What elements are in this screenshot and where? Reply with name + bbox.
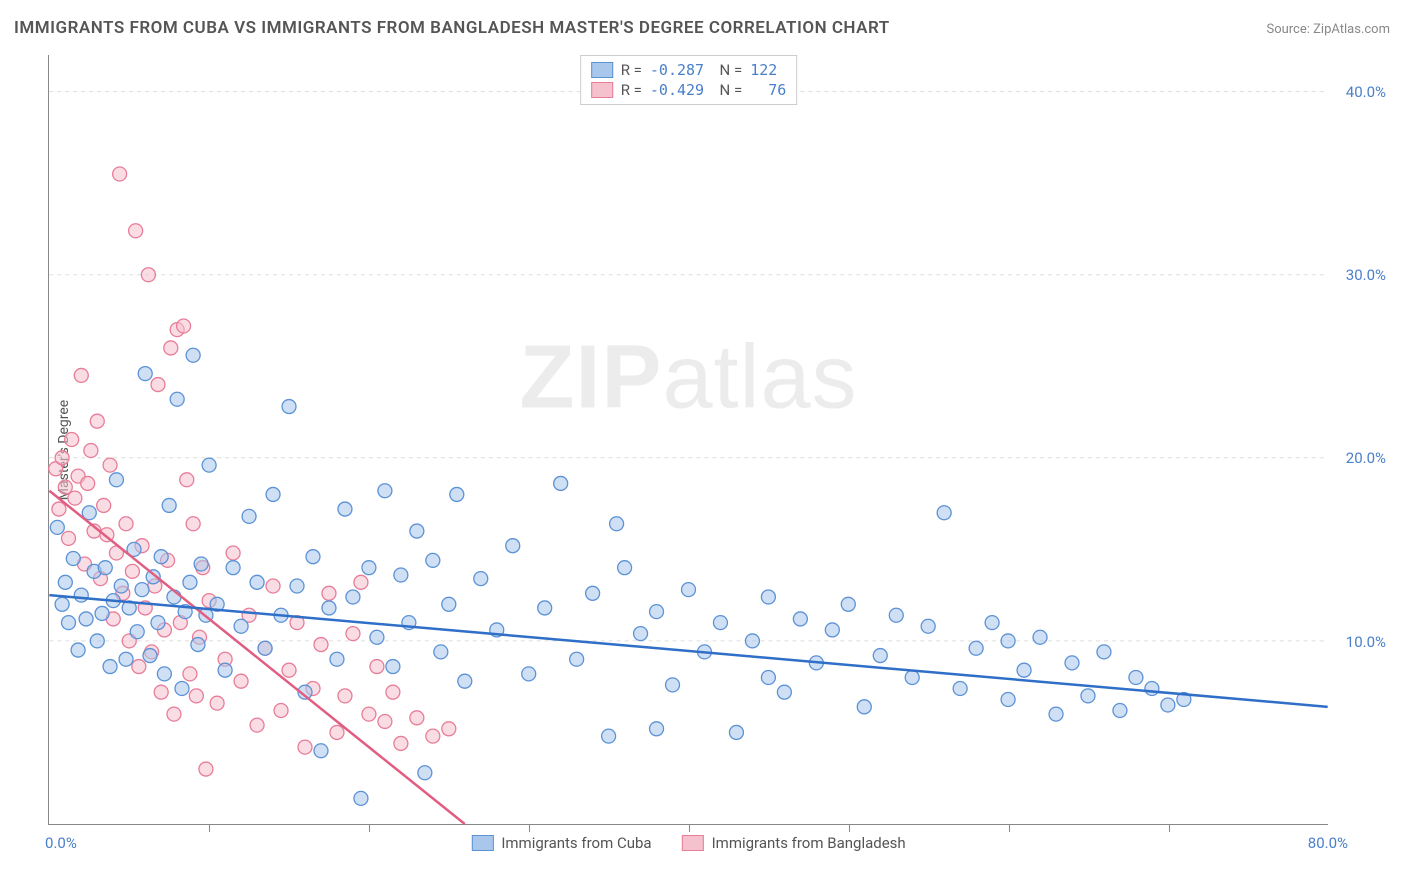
- x-tick: [1009, 824, 1010, 832]
- swatch-cuba: [591, 62, 613, 78]
- chart-container: Master's Degree ZIPatlas R = -0.287 N = …: [48, 55, 1388, 845]
- x-tick: [689, 824, 690, 832]
- x-tick: [209, 824, 210, 832]
- y-tick-label: 10.0%: [1346, 633, 1386, 651]
- y-tick-label: 20.0%: [1346, 449, 1386, 467]
- correlation-legend: R = -0.287 N = 122 R = -0.429 N = 76: [580, 55, 798, 105]
- swatch-cuba-icon: [471, 835, 493, 851]
- swatch-bangladesh-icon: [682, 835, 704, 851]
- x-max-label: 80.0%: [1308, 834, 1348, 852]
- y-tick-label: 30.0%: [1346, 266, 1386, 284]
- legend-row-bangladesh: R = -0.429 N = 76: [591, 80, 787, 100]
- plot-area: ZIPatlas R = -0.287 N = 122 R = -0.429 N…: [48, 55, 1328, 825]
- x-tick: [849, 824, 850, 832]
- legend-row-cuba: R = -0.287 N = 122: [591, 60, 787, 80]
- series-legend: Immigrants from Cuba Immigrants from Ban…: [471, 834, 905, 852]
- x-min-label: 0.0%: [45, 834, 77, 852]
- x-tick: [529, 824, 530, 832]
- swatch-bangladesh: [591, 82, 613, 98]
- x-tick: [369, 824, 370, 832]
- y-tick-label: 40.0%: [1346, 83, 1386, 101]
- legend-item-bangladesh: Immigrants from Bangladesh: [682, 834, 906, 852]
- x-tick: [1169, 824, 1170, 832]
- scatter-svg: [49, 55, 1328, 824]
- source-label: Source: ZipAtlas.com: [1266, 22, 1390, 37]
- chart-title: IMMIGRANTS FROM CUBA VS IMMIGRANTS FROM …: [14, 18, 890, 38]
- legend-item-cuba: Immigrants from Cuba: [471, 834, 651, 852]
